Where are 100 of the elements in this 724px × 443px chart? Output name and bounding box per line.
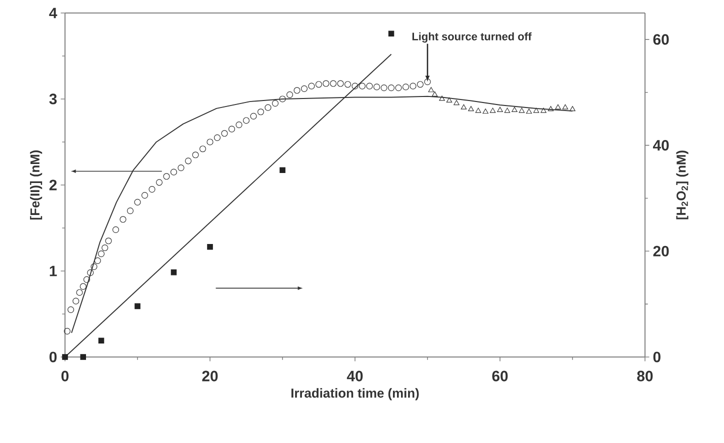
point xyxy=(178,164,184,172)
point xyxy=(330,80,337,87)
point xyxy=(80,283,86,290)
point xyxy=(170,269,177,276)
y-axis-title: [Fe(II)] (nM) xyxy=(30,150,42,220)
point xyxy=(120,216,126,223)
y-tick-label: 2 xyxy=(49,180,57,190)
point xyxy=(388,30,394,37)
point xyxy=(134,303,140,310)
point xyxy=(402,84,410,90)
point xyxy=(206,138,214,146)
y-tick-label: 3 xyxy=(49,94,57,104)
point xyxy=(468,106,474,112)
point xyxy=(454,100,460,106)
y2-axis-title: [H$_{2}$O$_{2}$] (nM) xyxy=(676,150,688,220)
point xyxy=(533,108,540,113)
x-tick-label: 80 xyxy=(637,370,653,382)
point xyxy=(134,198,141,206)
point xyxy=(416,81,424,88)
point xyxy=(199,146,206,152)
point xyxy=(62,354,68,360)
point xyxy=(366,82,373,90)
point xyxy=(562,104,568,110)
point xyxy=(432,91,438,96)
point xyxy=(72,298,80,304)
point xyxy=(141,192,148,199)
point xyxy=(548,106,554,112)
point xyxy=(322,80,330,87)
point xyxy=(344,81,352,88)
point xyxy=(163,173,170,180)
point xyxy=(257,108,264,116)
point xyxy=(207,244,213,250)
point xyxy=(90,263,98,270)
point xyxy=(540,108,546,113)
point xyxy=(300,85,308,92)
point xyxy=(272,100,279,107)
point xyxy=(87,269,94,276)
point xyxy=(68,306,74,313)
point xyxy=(490,108,496,113)
point xyxy=(102,244,108,252)
point xyxy=(76,289,83,296)
point xyxy=(264,104,272,111)
point xyxy=(358,82,366,90)
y-tick-label: 1 xyxy=(50,266,57,276)
point xyxy=(184,158,192,164)
point xyxy=(504,108,510,113)
point xyxy=(214,134,221,141)
point xyxy=(446,97,452,102)
point xyxy=(94,257,101,264)
y2-tick-label: 20 xyxy=(653,246,669,256)
x-axis-title: Irradiation time (min) xyxy=(291,388,419,400)
point xyxy=(228,126,236,132)
point xyxy=(555,104,561,110)
y2-tick-label: 40 xyxy=(652,140,669,151)
point xyxy=(518,108,525,113)
point xyxy=(410,82,416,90)
point xyxy=(526,108,532,114)
point xyxy=(570,106,576,112)
point xyxy=(337,80,344,87)
point xyxy=(475,108,482,113)
point xyxy=(428,87,434,92)
point xyxy=(279,96,286,102)
point xyxy=(105,238,112,244)
point xyxy=(308,82,315,90)
x-tick-label: 20 xyxy=(202,370,218,382)
point xyxy=(192,152,199,158)
point xyxy=(395,84,402,92)
point xyxy=(388,84,395,92)
point xyxy=(286,91,294,98)
point xyxy=(352,82,358,90)
point xyxy=(512,106,518,112)
x-tick-label: 0 xyxy=(61,370,69,382)
y2-tick-label: 0 xyxy=(653,352,660,362)
point xyxy=(80,354,86,360)
point xyxy=(170,168,178,176)
point xyxy=(98,338,104,344)
point xyxy=(148,186,156,193)
annotation: Light source turned off xyxy=(412,32,532,43)
point xyxy=(83,276,90,283)
point xyxy=(497,106,503,112)
x-tick-label: 40 xyxy=(346,370,363,382)
y-tick-label: 4 xyxy=(49,8,58,18)
point xyxy=(156,179,163,186)
point xyxy=(373,84,380,90)
point xyxy=(439,96,445,101)
point xyxy=(98,250,105,258)
point xyxy=(482,108,488,114)
y2-tick-label: 60 xyxy=(653,34,669,45)
y-tick-label: 0 xyxy=(50,352,57,362)
point xyxy=(380,84,388,92)
point xyxy=(460,104,467,110)
point xyxy=(424,78,431,86)
point xyxy=(126,208,134,214)
point xyxy=(221,130,228,137)
point xyxy=(315,81,322,88)
point xyxy=(280,167,286,174)
point xyxy=(242,117,250,124)
point xyxy=(236,122,242,128)
point xyxy=(294,87,300,94)
point xyxy=(250,112,257,120)
